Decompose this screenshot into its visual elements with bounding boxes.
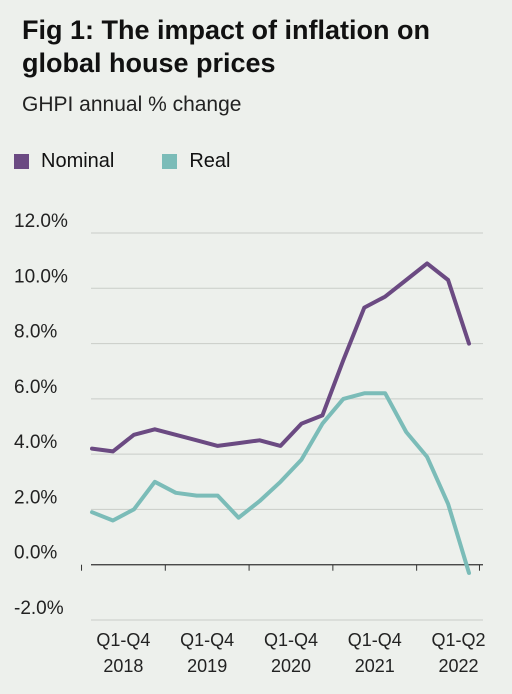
legend-item-nominal: Nominal <box>14 150 114 173</box>
chart-subtitle: GHPI annual % change <box>22 93 242 116</box>
x-axis-ticks <box>81 564 480 571</box>
y-tick-label: 12.0% <box>14 211 68 232</box>
series-layer <box>90 261 471 575</box>
series-line-nominal <box>90 261 471 454</box>
legend-swatch-nominal <box>14 154 29 169</box>
x-tick-label: Q1-Q4 <box>96 630 150 650</box>
x-axis-labels: Q1-Q4 2018 Q1-Q4 2019 Q1-Q4 2020 Q1-Q4 2021 Q1-Q… <box>96 630 485 676</box>
x-tick-label-year: 2018 <box>103 656 143 676</box>
legend-item-real: Real <box>162 150 231 173</box>
x-tick-label: Q1-Q4 <box>264 630 318 650</box>
chart-title: Fig 1: The impact of inflation on global… <box>22 15 430 78</box>
x-tick-label: Q1-Q4 <box>180 630 234 650</box>
y-tick-label: 10.0% <box>14 266 68 287</box>
y-tick-label: 8.0% <box>14 322 57 343</box>
x-tick-label-year: 2020 <box>271 656 311 676</box>
y-tick-label: 0.0% <box>14 543 57 564</box>
x-tick-label-year: 2021 <box>355 656 395 676</box>
series-line-real <box>90 391 471 575</box>
y-tick-label: -2.0% <box>14 598 64 619</box>
legend-swatch-real <box>162 154 178 169</box>
legend-label-real: Real <box>189 150 231 172</box>
x-tick-label-year: 2019 <box>187 656 227 676</box>
y-axis-labels: 12.0% 10.0% 8.0% 6.0% 4.0% 2.0% 0.0% -2.0% <box>14 211 68 619</box>
x-tick-label-year: 2022 <box>439 656 479 676</box>
grid-layer <box>91 232 483 621</box>
x-tick-label: Q1-Q2 <box>432 630 486 650</box>
y-tick-label: 2.0% <box>14 487 57 508</box>
legend: Nominal Real <box>14 150 279 173</box>
legend-label-nominal: Nominal <box>41 150 115 172</box>
y-tick-label: 6.0% <box>14 377 57 398</box>
x-tick-label: Q1-Q4 <box>348 630 402 650</box>
y-tick-label: 4.0% <box>14 432 57 453</box>
